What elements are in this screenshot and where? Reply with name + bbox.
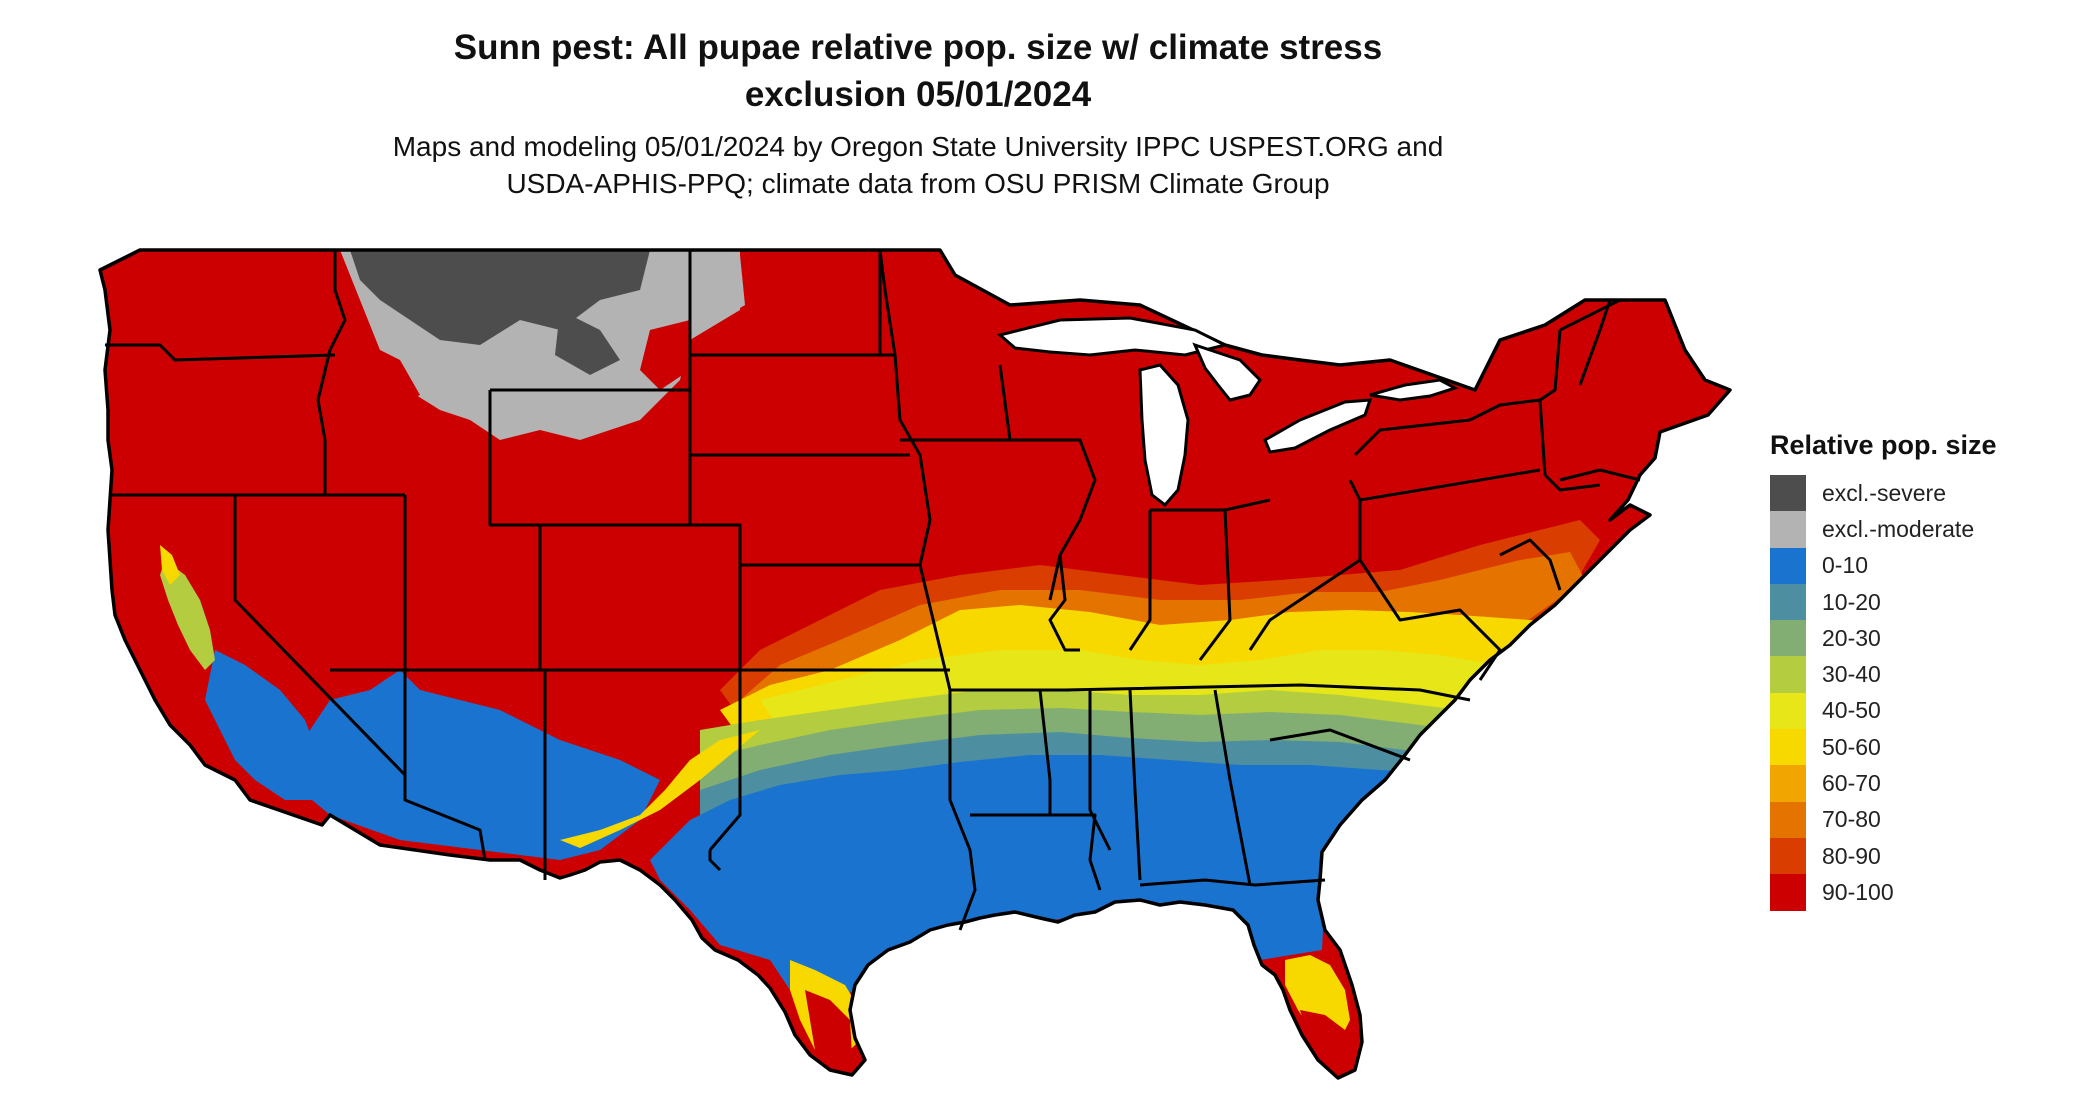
legend-swatch <box>1770 547 1806 584</box>
legend-item: excl.-moderate <box>1770 511 1997 548</box>
legend-item: 30-40 <box>1770 656 1997 693</box>
map-subtitle-line2: USDA-APHIS-PPQ; climate data from OSU PR… <box>506 168 1330 199</box>
legend-item: 60-70 <box>1770 765 1997 802</box>
legend-swatch <box>1770 620 1806 657</box>
legend-swatch <box>1770 511 1806 548</box>
map-title-line2: exclusion 05/01/2024 <box>744 75 1092 114</box>
map-title-line1: Sunn pest: All pupae relative pop. size … <box>453 28 1383 67</box>
legend-swatch <box>1770 801 1806 838</box>
legend-label: 30-40 <box>1822 661 1881 688</box>
legend-label: excl.-moderate <box>1822 515 1975 542</box>
legend-item: 20-30 <box>1770 620 1997 657</box>
legend-swatch <box>1770 656 1806 693</box>
legend-label: 0-10 <box>1822 552 1869 579</box>
legend-item: 40-50 <box>1770 692 1997 730</box>
legend-label: 70-80 <box>1822 806 1881 833</box>
legend-swatch <box>1770 729 1806 766</box>
map-subtitle-line1: Maps and modeling 05/01/2024 by Oregon S… <box>392 131 1444 162</box>
legend-item: 50-60 <box>1770 729 1997 766</box>
legend-title: Relative pop. size <box>1770 430 1997 460</box>
legend-swatch <box>1770 765 1806 802</box>
legend-label: 40-50 <box>1822 697 1881 724</box>
legend-item: 10-20 <box>1770 583 1997 621</box>
legend-swatch <box>1770 874 1806 911</box>
legend-label: 80-90 <box>1822 842 1881 869</box>
us-map <box>98 248 1732 1080</box>
great-lakes <box>996 316 1459 508</box>
legend-label: 50-60 <box>1822 733 1881 760</box>
legend-label: 90-100 <box>1822 878 1894 905</box>
legend-items: excl.-severe excl.-moderate 0-10 10-20 20-30… <box>1770 475 1997 911</box>
legend-swatch <box>1770 475 1806 512</box>
legend-item: 70-80 <box>1770 801 1997 838</box>
legend-item: excl.-severe <box>1770 475 1997 512</box>
legend-swatch <box>1770 692 1806 730</box>
map-title: Sunn pest: All pupae relative pop. size … <box>0 24 1836 118</box>
legend-swatch <box>1770 583 1806 621</box>
legend: Relative pop. size excl.-severe excl.-mod… <box>1770 430 1997 911</box>
legend-label: 10-20 <box>1822 588 1881 615</box>
map-subtitle: Maps and modeling 05/01/2024 by Oregon S… <box>0 128 1836 202</box>
state-borders <box>105 248 1641 931</box>
legend-item: 0-10 <box>1770 547 1997 584</box>
legend-label: 20-30 <box>1822 624 1881 651</box>
legend-label: 60-70 <box>1822 770 1881 797</box>
legend-item: 90-100 <box>1770 874 1997 911</box>
legend-item: 80-90 <box>1770 837 1997 875</box>
legend-label: excl.-severe <box>1822 479 1946 506</box>
legend-swatch <box>1770 837 1806 875</box>
